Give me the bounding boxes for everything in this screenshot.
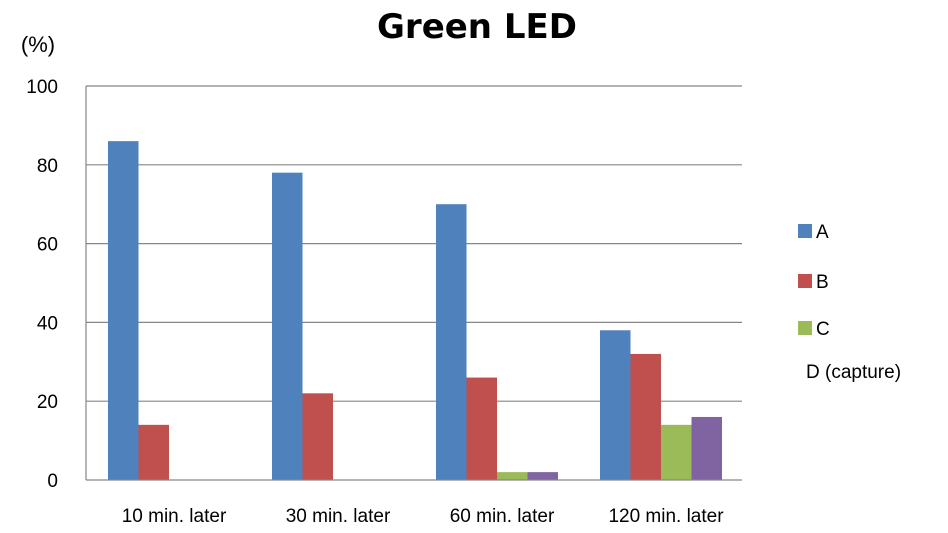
legend-label: D (capture) [806,362,901,383]
y-tick-label: 0 [47,471,58,492]
bar-d-3 [528,472,559,480]
legend-label: B [816,272,829,293]
bar-a-1 [108,141,139,480]
legend-label: A [816,222,829,243]
y-tick-label: 60 [37,235,58,256]
legend-swatch-c [798,321,812,335]
bar-b-1 [139,425,170,480]
y-tick-label: 20 [37,392,58,413]
bar-a-2 [272,173,303,480]
legend-swatch-a [798,224,812,238]
bar-b-4 [631,354,662,480]
chart-title: Green LED [377,7,577,47]
x-category-label: 120 min. later [608,506,724,527]
bar-b-2 [303,393,334,480]
x-axis-categories: 10 min. later 30 min. later 60 min. later 1… [122,506,724,527]
bar-c-4 [661,425,692,480]
bar-d-4 [692,417,723,480]
x-category-label: 10 min. later [122,506,227,527]
bar-a-4 [600,330,631,480]
y-axis-unit: (%) [21,32,55,57]
y-axis-ticks: 0 20 40 60 80 100 [26,77,58,492]
bars [108,141,722,480]
legend: A B C D (capture) [798,222,901,383]
x-category-label: 30 min. later [286,506,391,527]
bar-a-3 [436,204,467,480]
legend-label: C [816,319,830,340]
bar-c-3 [497,472,528,480]
y-tick-label: 100 [26,77,58,98]
y-tick-label: 80 [37,156,58,177]
legend-swatch-b [798,274,812,288]
bar-b-3 [467,378,498,480]
x-category-label: 60 min. later [450,506,555,527]
y-tick-label: 40 [37,313,58,334]
